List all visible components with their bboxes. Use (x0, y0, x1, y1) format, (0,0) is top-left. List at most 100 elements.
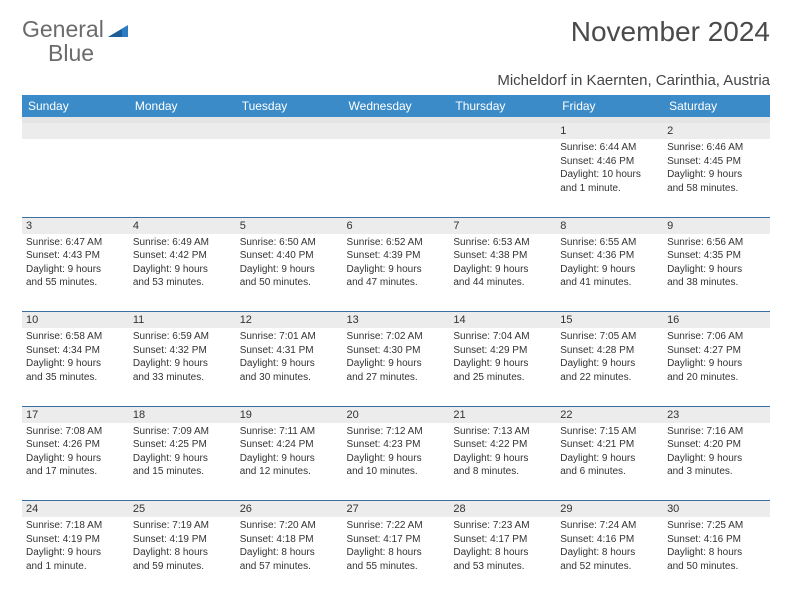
cell-sunset: Sunset: 4:17 PM (347, 533, 446, 547)
cell-day2: and 52 minutes. (560, 560, 659, 574)
cell-day1: Daylight: 8 hours (240, 546, 339, 560)
cell-day2: and 44 minutes. (453, 276, 552, 290)
cell-sunset: Sunset: 4:42 PM (133, 249, 232, 263)
day-number: 18 (129, 406, 236, 423)
day-number: 20 (343, 406, 450, 423)
cell-day1: Daylight: 9 hours (560, 357, 659, 371)
content-row: Sunrise: 6:44 AMSunset: 4:46 PMDaylight:… (22, 139, 770, 217)
cell-day1: Daylight: 9 hours (347, 452, 446, 466)
cell-day2: and 27 minutes. (347, 371, 446, 385)
cell-sunrise: Sunrise: 7:11 AM (240, 425, 339, 439)
day-number: 27 (343, 501, 450, 518)
cell-sunrise: Sunrise: 7:19 AM (133, 519, 232, 533)
day-cell: Sunrise: 7:24 AMSunset: 4:16 PMDaylight:… (556, 517, 663, 595)
cell-sunset: Sunset: 4:27 PM (667, 344, 766, 358)
cell-sunset: Sunset: 4:23 PM (347, 438, 446, 452)
cell-day1: Daylight: 9 hours (453, 452, 552, 466)
day-number: 6 (343, 217, 450, 234)
cell-day1: Daylight: 9 hours (133, 263, 232, 277)
cell-day2: and 53 minutes. (453, 560, 552, 574)
cell-day2: and 33 minutes. (133, 371, 232, 385)
cell-sunset: Sunset: 4:38 PM (453, 249, 552, 263)
logo-word2: Blue (48, 40, 94, 66)
cell-day1: Daylight: 8 hours (667, 546, 766, 560)
cell-sunrise: Sunrise: 7:18 AM (26, 519, 125, 533)
cell-day1: Daylight: 9 hours (453, 357, 552, 371)
cell-day2: and 8 minutes. (453, 465, 552, 479)
day-cell: Sunrise: 7:05 AMSunset: 4:28 PMDaylight:… (556, 328, 663, 406)
header-row: General Blue November 2024 (22, 18, 770, 66)
day-cell (129, 139, 236, 217)
day-cell: Sunrise: 7:15 AMSunset: 4:21 PMDaylight:… (556, 423, 663, 501)
cell-sunrise: Sunrise: 6:47 AM (26, 236, 125, 250)
day-number: 24 (22, 501, 129, 518)
cell-day1: Daylight: 9 hours (240, 452, 339, 466)
day-cell: Sunrise: 6:49 AMSunset: 4:42 PMDaylight:… (129, 234, 236, 312)
cell-day2: and 3 minutes. (667, 465, 766, 479)
day-cell: Sunrise: 7:19 AMSunset: 4:19 PMDaylight:… (129, 517, 236, 595)
cell-day1: Daylight: 10 hours (560, 168, 659, 182)
day-cell: Sunrise: 6:55 AMSunset: 4:36 PMDaylight:… (556, 234, 663, 312)
cell-sunset: Sunset: 4:19 PM (26, 533, 125, 547)
cell-sunset: Sunset: 4:30 PM (347, 344, 446, 358)
day-cell (236, 139, 343, 217)
day-number: 1 (556, 120, 663, 139)
cell-day1: Daylight: 9 hours (560, 263, 659, 277)
day-cell: Sunrise: 6:53 AMSunset: 4:38 PMDaylight:… (449, 234, 556, 312)
day-cell (343, 139, 450, 217)
day-number (22, 120, 129, 139)
logo-arrow-icon (108, 24, 128, 41)
day-header: Tuesday (236, 95, 343, 120)
day-cell: Sunrise: 7:04 AMSunset: 4:29 PMDaylight:… (449, 328, 556, 406)
cell-day2: and 20 minutes. (667, 371, 766, 385)
day-cell: Sunrise: 6:44 AMSunset: 4:46 PMDaylight:… (556, 139, 663, 217)
content-row: Sunrise: 6:47 AMSunset: 4:43 PMDaylight:… (22, 234, 770, 312)
cell-sunset: Sunset: 4:31 PM (240, 344, 339, 358)
day-cell: Sunrise: 6:59 AMSunset: 4:32 PMDaylight:… (129, 328, 236, 406)
day-number: 29 (556, 501, 663, 518)
cell-sunrise: Sunrise: 7:20 AM (240, 519, 339, 533)
cell-sunrise: Sunrise: 7:22 AM (347, 519, 446, 533)
location-subtitle: Micheldorf in Kaernten, Carinthia, Austr… (22, 72, 770, 89)
day-cell: Sunrise: 7:20 AMSunset: 4:18 PMDaylight:… (236, 517, 343, 595)
day-cell: Sunrise: 6:46 AMSunset: 4:45 PMDaylight:… (663, 139, 770, 217)
day-number: 21 (449, 406, 556, 423)
cell-day1: Daylight: 8 hours (133, 546, 232, 560)
day-cell: Sunrise: 7:08 AMSunset: 4:26 PMDaylight:… (22, 423, 129, 501)
cell-day2: and 38 minutes. (667, 276, 766, 290)
day-cell: Sunrise: 6:58 AMSunset: 4:34 PMDaylight:… (22, 328, 129, 406)
cell-sunrise: Sunrise: 6:53 AM (453, 236, 552, 250)
day-cell: Sunrise: 7:18 AMSunset: 4:19 PMDaylight:… (22, 517, 129, 595)
daynum-row: 17181920212223 (22, 406, 770, 423)
day-number: 17 (22, 406, 129, 423)
day-header: Thursday (449, 95, 556, 120)
cell-day1: Daylight: 9 hours (667, 168, 766, 182)
daynum-row: 3456789 (22, 217, 770, 234)
day-cell: Sunrise: 7:11 AMSunset: 4:24 PMDaylight:… (236, 423, 343, 501)
cell-sunrise: Sunrise: 7:09 AM (133, 425, 232, 439)
day-cell: Sunrise: 7:02 AMSunset: 4:30 PMDaylight:… (343, 328, 450, 406)
day-number: 12 (236, 312, 343, 329)
day-cell: Sunrise: 6:50 AMSunset: 4:40 PMDaylight:… (236, 234, 343, 312)
cell-day2: and 50 minutes. (240, 276, 339, 290)
cell-sunrise: Sunrise: 6:46 AM (667, 141, 766, 155)
day-cell: Sunrise: 7:22 AMSunset: 4:17 PMDaylight:… (343, 517, 450, 595)
content-row: Sunrise: 6:58 AMSunset: 4:34 PMDaylight:… (22, 328, 770, 406)
cell-day1: Daylight: 9 hours (453, 263, 552, 277)
day-number: 8 (556, 217, 663, 234)
day-number: 19 (236, 406, 343, 423)
cell-sunrise: Sunrise: 7:13 AM (453, 425, 552, 439)
day-cell: Sunrise: 6:47 AMSunset: 4:43 PMDaylight:… (22, 234, 129, 312)
cell-day2: and 22 minutes. (560, 371, 659, 385)
cell-sunrise: Sunrise: 6:44 AM (560, 141, 659, 155)
day-number (449, 120, 556, 139)
day-number (129, 120, 236, 139)
cell-sunset: Sunset: 4:34 PM (26, 344, 125, 358)
cell-day1: Daylight: 9 hours (240, 357, 339, 371)
day-cell: Sunrise: 7:23 AMSunset: 4:17 PMDaylight:… (449, 517, 556, 595)
daynum-row: 12 (22, 120, 770, 139)
cell-day1: Daylight: 9 hours (133, 357, 232, 371)
cell-day2: and 15 minutes. (133, 465, 232, 479)
cell-sunset: Sunset: 4:39 PM (347, 249, 446, 263)
day-number (236, 120, 343, 139)
